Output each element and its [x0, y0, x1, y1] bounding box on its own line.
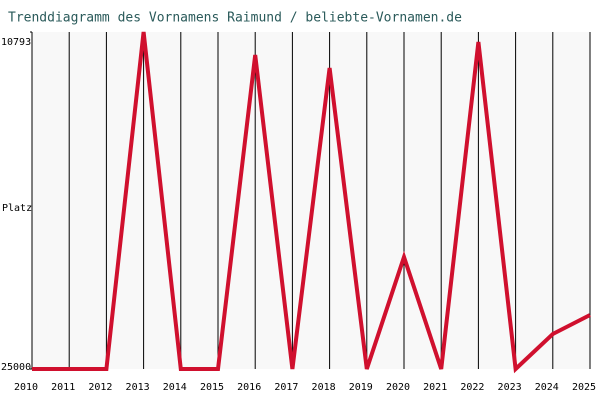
x-tick-label: 2020	[386, 382, 410, 393]
x-tick-label: 2017	[274, 382, 298, 393]
x-tick-label: 2015	[200, 382, 224, 393]
x-tick-label: 2023	[498, 382, 522, 393]
data-line	[32, 31, 591, 374]
plot-area	[32, 32, 590, 369]
x-tick-label: 2025	[572, 382, 596, 393]
x-tick-label: 2021	[423, 382, 447, 393]
x-tick-label: 2011	[51, 382, 75, 393]
x-tick-label: 2022	[460, 382, 484, 393]
x-tick-label: 2013	[126, 382, 150, 393]
x-tick-label: 2016	[237, 382, 261, 393]
x-tick-label: 2010	[14, 382, 38, 393]
x-tick-label: 2012	[88, 382, 112, 393]
y-tick-label: 25000	[1, 362, 31, 373]
x-tick-label: 2014	[163, 382, 187, 393]
chart-title: Trenddiagramm des Vornamens Raimund / be…	[8, 11, 462, 26]
x-tick-label: 2024	[535, 382, 559, 393]
x-tick-label: 2018	[312, 382, 336, 393]
x-tick-label: 2019	[349, 382, 373, 393]
y-axis-label: Platz	[2, 203, 32, 214]
y-tick-label: 10793	[1, 37, 31, 48]
